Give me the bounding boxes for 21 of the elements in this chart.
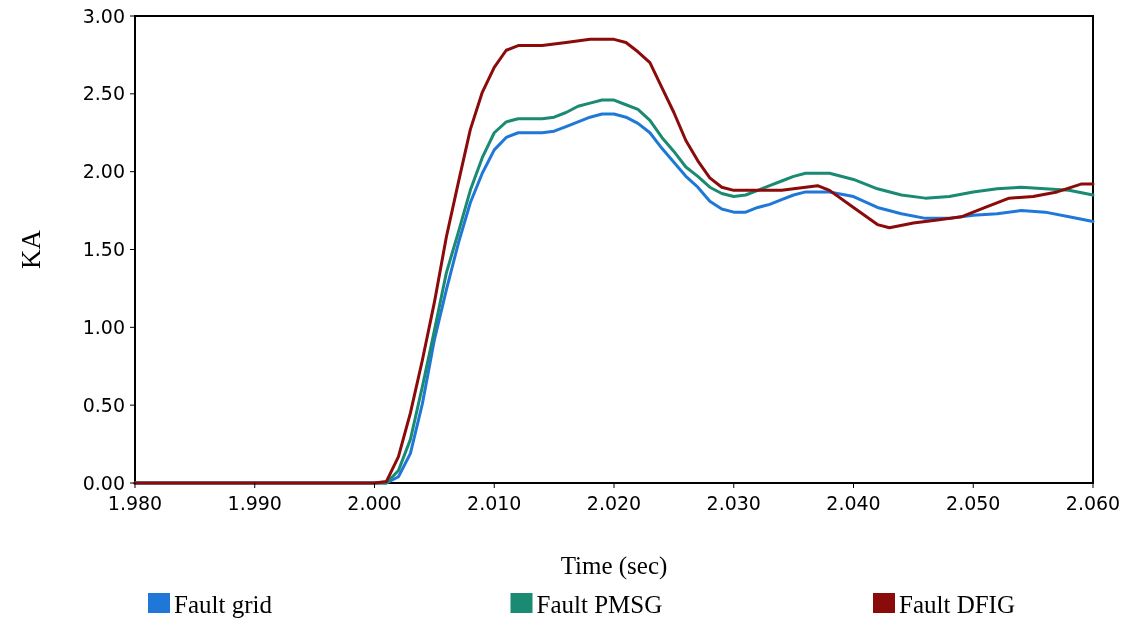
x-tick-label: 1.990 bbox=[227, 492, 282, 514]
y-tick-label: 1.50 bbox=[82, 238, 125, 261]
x-tick-label: 2.050 bbox=[946, 492, 1001, 514]
x-tick-label: 2.030 bbox=[706, 492, 761, 514]
x-tick-label: 2.020 bbox=[586, 492, 642, 514]
legend-label: Fault PMSG bbox=[536, 590, 663, 618]
x-tick-label: 2.000 bbox=[347, 492, 402, 514]
y-tick-label: 2.50 bbox=[82, 82, 125, 105]
y-tick-label: 2.00 bbox=[82, 160, 125, 183]
x-tick-label: 2.010 bbox=[467, 492, 522, 514]
y-axis-title: KA bbox=[16, 229, 46, 269]
x-tick-label: 1.980 bbox=[107, 492, 163, 514]
x-tick-label: 2.060 bbox=[1065, 492, 1121, 514]
y-tick-label: 0.50 bbox=[82, 393, 125, 416]
y-tick-label: 1.00 bbox=[82, 315, 125, 338]
y-tick-label: 0.00 bbox=[82, 471, 125, 494]
y-tick-label: 3.00 bbox=[82, 4, 125, 27]
x-tick-label: 2.040 bbox=[826, 492, 881, 514]
x-axis-title: Time (sec) bbox=[560, 552, 668, 580]
legend-label: Fault DFIG bbox=[899, 590, 1015, 618]
legend-label: Fault grid bbox=[174, 590, 273, 618]
